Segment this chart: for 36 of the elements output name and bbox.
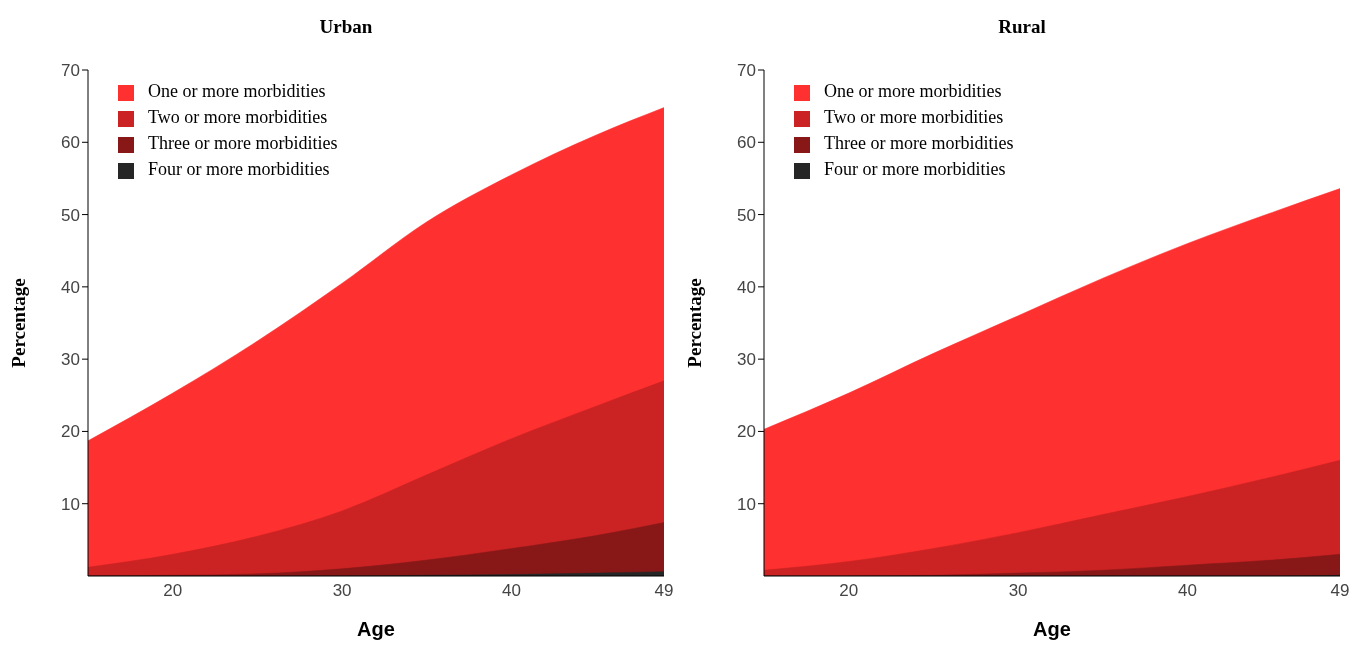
x-tick-label: 40 <box>502 581 521 601</box>
x-tick-label: 49 <box>654 581 674 601</box>
chart-title: Rural <box>997 16 1047 38</box>
y-tick-label: 70 <box>737 61 756 81</box>
y-tick-label: 20 <box>61 422 80 442</box>
y-tick-label: 30 <box>61 350 80 370</box>
y-tick-label: 20 <box>737 422 756 442</box>
legend-label: Two or more morbidities <box>824 107 1004 127</box>
y-axis-title: Percentage <box>7 278 29 368</box>
y-tick-label: 30 <box>737 350 756 370</box>
x-axis-title: Age <box>357 618 395 640</box>
y-tick-label: 50 <box>61 205 80 225</box>
x-tick-label: 40 <box>1178 581 1197 601</box>
x-tick-label: 20 <box>839 581 859 601</box>
x-tick-label: 20 <box>163 581 183 601</box>
legend-label: One or more morbidities <box>824 81 1002 101</box>
x-tick-label: 30 <box>1008 581 1028 601</box>
y-tick-label: 10 <box>61 494 80 514</box>
legend-label: Four or more morbidities <box>148 159 330 179</box>
legend-label: Two or more morbidities <box>148 107 328 127</box>
legend-label: Four or more morbidities <box>824 159 1006 179</box>
y-tick-label: 10 <box>737 494 756 514</box>
y-tick-label: 40 <box>61 277 80 297</box>
legend-label: Three or more morbidities <box>824 133 1014 153</box>
y-axis-title: Percentage <box>683 278 705 368</box>
x-tick-label: 30 <box>332 581 352 601</box>
y-tick-label: 50 <box>737 205 756 225</box>
y-tick-label: 70 <box>61 61 80 81</box>
legend-label: Three or more morbidities <box>148 133 338 153</box>
legend-label: One or more morbidities <box>148 81 326 101</box>
y-tick-label: 60 <box>61 133 80 153</box>
x-tick-label: 49 <box>1330 581 1350 601</box>
y-tick-label: 60 <box>737 133 756 153</box>
y-tick-label: 40 <box>737 277 756 297</box>
chart-title: Urban <box>318 16 374 38</box>
x-axis-title: Age <box>1033 618 1071 640</box>
